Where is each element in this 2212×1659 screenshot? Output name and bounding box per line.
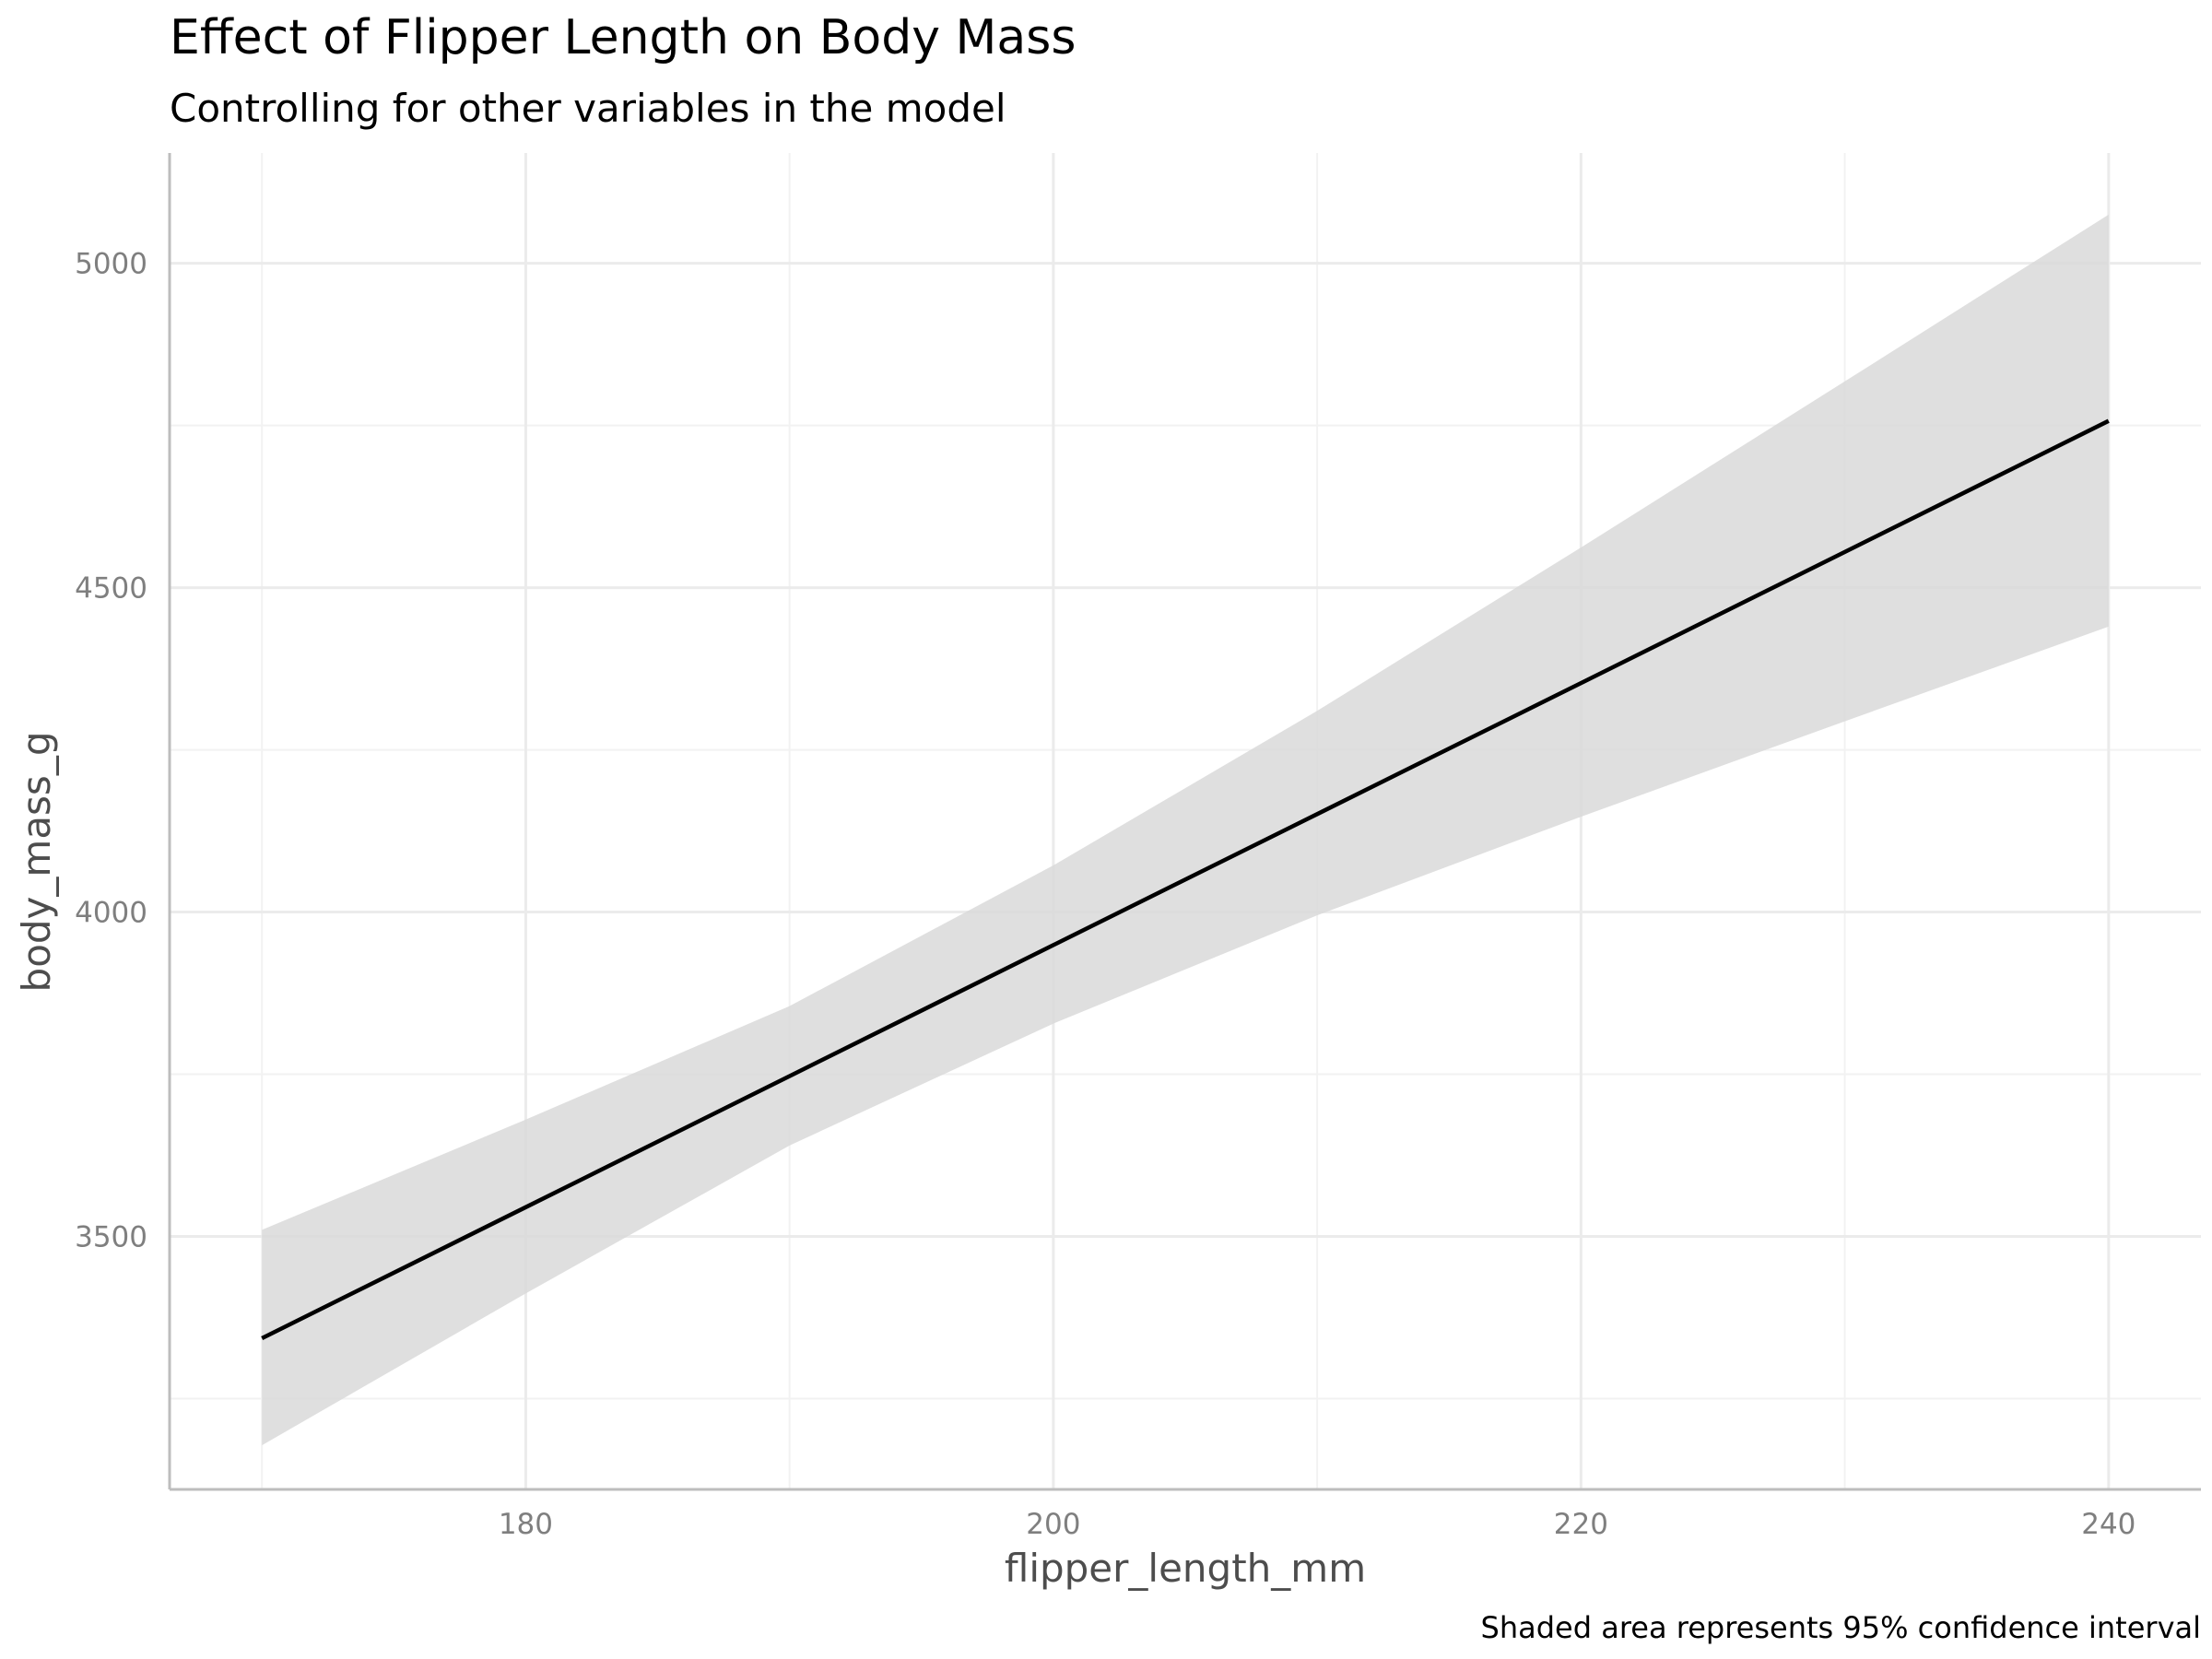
axes (168, 153, 2201, 1491)
plot-area (261, 214, 2110, 1446)
y-tick-label: 5000 (75, 248, 147, 281)
x-tick-label: 200 (1026, 1508, 1080, 1541)
y-tick-label: 4000 (75, 897, 147, 930)
chart-caption: Shaded area represents 95% confidence in… (1481, 1610, 2201, 1645)
minor-gridlines (170, 153, 2201, 1489)
tick-labels: 180 200 220 240 3500 4000 4500 5000 (75, 248, 2136, 1541)
y-tick-label: 3500 (75, 1220, 147, 1253)
y-tick-label: 4500 (75, 572, 147, 606)
y-axis-title: body_mass_g (14, 732, 59, 993)
x-axis-title: flipper_length_mm (1005, 1546, 1366, 1591)
x-tick-label: 240 (2081, 1508, 2136, 1541)
fitted-line (261, 418, 2110, 1341)
confidence-band (262, 214, 2109, 1446)
x-tick-label: 220 (1554, 1508, 1608, 1541)
chart-title: Effect of Flipper Length on Body Mass (170, 10, 1076, 65)
chart-subtitle: Controlling for other variables in the m… (170, 86, 1006, 131)
x-tick-label: 180 (499, 1508, 553, 1541)
